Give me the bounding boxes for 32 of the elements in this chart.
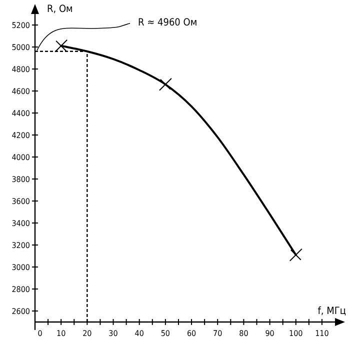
y-tick-label: 3600 (12, 197, 30, 206)
x-tick-label: 30 (108, 329, 118, 338)
y-tick-label: 4600 (12, 87, 30, 96)
x-axis-title: f, МГц (318, 306, 346, 317)
y-tick-label: 4800 (12, 65, 30, 74)
x-tick-label: 10 (56, 329, 66, 338)
y-tick-label: 5200 (12, 21, 30, 30)
annotation: R ≈ 4960 Ом (138, 17, 198, 28)
x-tick-label: 0 (38, 329, 43, 338)
y-tick-label: 3400 (12, 219, 30, 228)
y-tick-label: 4400 (12, 109, 30, 118)
x-tick-label: 70 (213, 329, 223, 338)
point (54, 39, 68, 52)
y-tick-label: 4000 (12, 153, 30, 162)
point (289, 248, 302, 262)
y-tick-label: 3000 (12, 263, 30, 272)
y-tick-label: 5000 (12, 43, 30, 52)
y-tick-label: 3200 (12, 241, 30, 250)
y-tick-label: 4200 (12, 131, 30, 140)
x-tick-label: 90 (265, 329, 275, 338)
x-tick-label: 100 (289, 329, 304, 338)
y-tick-label: 2600 (12, 307, 30, 316)
x-tick-label: 20 (82, 329, 92, 338)
y-axis-title: R, Ом (47, 4, 73, 15)
x-tick-label: 110 (315, 329, 330, 338)
x-tick-label: 60 (186, 329, 197, 338)
y-tick-label: 3800 (12, 175, 30, 184)
x-tick-label: 50 (160, 329, 170, 338)
y-tick-label: 2800 (12, 285, 30, 294)
point (158, 78, 172, 91)
x-tick-label: 40 (134, 329, 144, 338)
x-tick-label: 80 (239, 329, 249, 338)
